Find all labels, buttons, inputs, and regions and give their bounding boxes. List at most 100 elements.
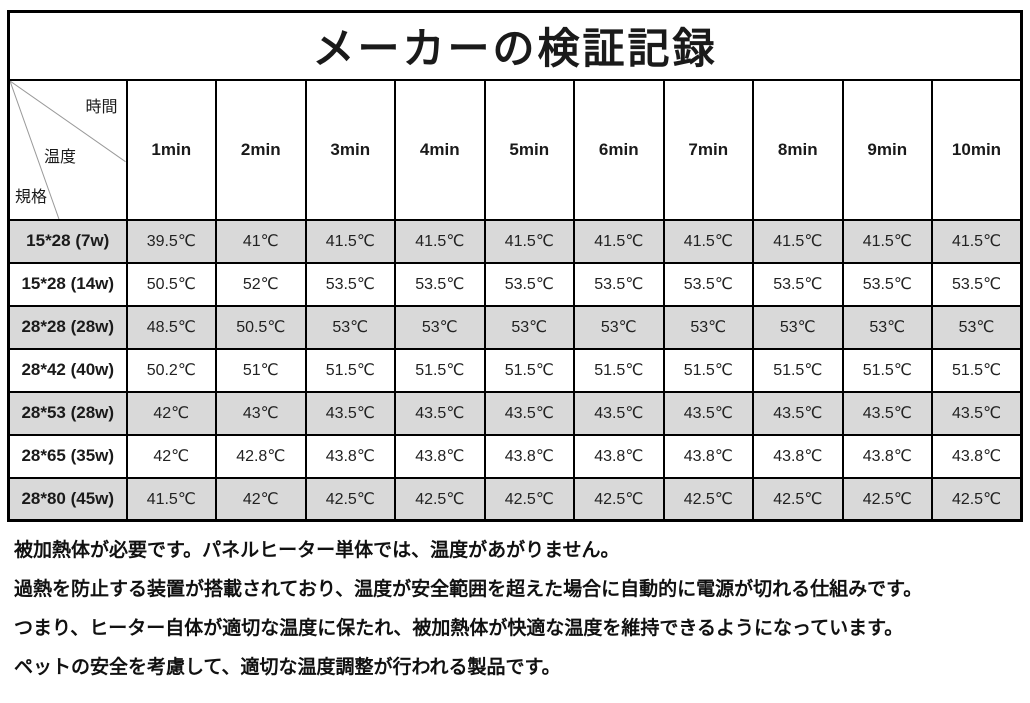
spec-label: 28*80 (45w)	[7, 476, 128, 522]
time-header: 2min	[215, 78, 307, 221]
temperature-cell: 42.5℃	[931, 476, 1023, 522]
temperature-cell: 41.5℃	[304, 218, 396, 264]
temperature-cell: 53.5℃	[394, 261, 486, 307]
time-header: 1min	[125, 78, 217, 221]
temperature-cell: 41.5℃	[483, 218, 575, 264]
temperature-cell: 50.2℃	[125, 347, 217, 393]
temperature-cell: 43.8℃	[752, 433, 844, 479]
temperature-cell: 41.5℃	[752, 218, 844, 264]
temperature-cell: 41.5℃	[662, 218, 754, 264]
temperature-cell: 51.5℃	[662, 347, 754, 393]
temperature-cell: 53.5℃	[304, 261, 396, 307]
note-line: ペットの安全を考慮して、適切な温度調整が行われる製品です。	[14, 657, 561, 678]
temperature-cell: 53℃	[304, 304, 396, 350]
temperature-cell: 42.5℃	[841, 476, 933, 522]
corner-label-temperature: 温度	[44, 148, 77, 166]
temperature-cell: 51.5℃	[394, 347, 486, 393]
temperature-cell: 42.5℃	[573, 476, 665, 522]
temperature-cell: 53℃	[931, 304, 1023, 350]
temperature-cell: 42.5℃	[483, 476, 575, 522]
temperature-cell: 42.5℃	[752, 476, 844, 522]
temperature-cell: 48.5℃	[125, 304, 217, 350]
temperature-cell: 43.8℃	[394, 433, 486, 479]
temperature-cell: 39.5℃	[125, 218, 217, 264]
temperature-cell: 53℃	[662, 304, 754, 350]
temperature-cell: 41.5℃	[394, 218, 486, 264]
temperature-cell: 51.5℃	[841, 347, 933, 393]
time-header: 9min	[841, 78, 933, 221]
table-row: 28*42 (40w) 50.2℃ 51℃ 51.5℃ 51.5℃ 51.5℃ 51.5℃ 5…	[7, 347, 1023, 393]
temperature-cell: 41℃	[215, 218, 307, 264]
temperature-cell: 51.5℃	[752, 347, 844, 393]
table-row: 28*28 (28w) 48.5℃ 50.5℃ 53℃ 53℃ 53℃ 53℃ 53℃ 53℃ 5…	[7, 304, 1023, 350]
temperature-cell: 42.5℃	[662, 476, 754, 522]
corner-label-spec: 規格	[15, 188, 48, 206]
table-row: 15*28 (14w) 50.5℃ 52℃ 53.5℃ 53.5℃ 53.5℃ 53.5℃ 5…	[7, 261, 1023, 307]
temperature-cell: 43.8℃	[573, 433, 665, 479]
temperature-cell: 53℃	[394, 304, 486, 350]
temperature-cell: 43.8℃	[841, 433, 933, 479]
temperature-cell: 41.5℃	[125, 476, 217, 522]
time-header: 4min	[394, 78, 486, 221]
temperature-cell: 43.5℃	[841, 390, 933, 436]
temperature-cell: 53℃	[573, 304, 665, 350]
temperature-cell: 43.5℃	[573, 390, 665, 436]
time-header: 5min	[483, 78, 575, 221]
temperature-cell: 42℃	[125, 433, 217, 479]
note-line: 過熱を防止する装置が搭載されており、温度が安全範囲を超えた場合に自動的に電源が切…	[14, 579, 923, 600]
note-line: つまり、ヒーター自体が適切な温度に保たれ、被加熱体が快適な温度を維持できるように…	[14, 618, 904, 639]
temperature-cell: 51.5℃	[573, 347, 665, 393]
temperature-cell: 43.8℃	[304, 433, 396, 479]
title-row: メーカーの検証記録	[7, 10, 1023, 81]
table-row: 15*28 (7w) 39.5℃ 41℃ 41.5℃ 41.5℃ 41.5℃ 41.5℃ 41…	[7, 218, 1023, 264]
temperature-cell: 53.5℃	[573, 261, 665, 307]
spec-label: 28*65 (35w)	[7, 433, 128, 479]
table-row: 28*65 (35w) 42℃ 42.8℃ 43.8℃ 43.8℃ 43.8℃ 43.8℃ 4…	[7, 433, 1023, 479]
temperature-cell: 51.5℃	[304, 347, 396, 393]
temperature-cell: 43.5℃	[752, 390, 844, 436]
temperature-cell: 53℃	[752, 304, 844, 350]
temperature-cell: 43.8℃	[483, 433, 575, 479]
time-header: 7min	[662, 78, 754, 221]
temperature-cell: 51.5℃	[931, 347, 1023, 393]
temperature-cell: 53.5℃	[483, 261, 575, 307]
temperature-cell: 41.5℃	[841, 218, 933, 264]
time-header: 6min	[573, 78, 665, 221]
spec-label: 28*28 (28w)	[7, 304, 128, 350]
temperature-cell: 43.8℃	[931, 433, 1023, 479]
spec-label: 15*28 (14w)	[7, 261, 128, 307]
spec-label: 28*42 (40w)	[7, 347, 128, 393]
temperature-cell: 53.5℃	[841, 261, 933, 307]
temperature-cell: 53℃	[483, 304, 575, 350]
note-line: 被加熱体が必要です。パネルヒーター単体では、温度があがりません。	[14, 540, 620, 561]
temperature-cell: 51℃	[215, 347, 307, 393]
table-row: 28*80 (45w) 41.5℃ 42℃ 42.5℃ 42.5℃ 42.5℃ 42.5℃ 4…	[7, 476, 1023, 522]
corner-header-cell: 時間 温度 規格	[7, 78, 128, 221]
temperature-cell: 43℃	[215, 390, 307, 436]
temperature-cell: 53.5℃	[931, 261, 1023, 307]
temperature-cell: 42℃	[215, 476, 307, 522]
temperature-cell: 43.5℃	[662, 390, 754, 436]
temperature-cell: 51.5℃	[483, 347, 575, 393]
diagonal-divider-lines	[10, 81, 126, 219]
temperature-cell: 42.5℃	[304, 476, 396, 522]
temperature-cell: 50.5℃	[215, 304, 307, 350]
temperature-cell: 41.5℃	[931, 218, 1023, 264]
time-header: 3min	[304, 78, 396, 221]
time-header: 10min	[931, 78, 1023, 221]
verification-table: メーカーの検証記録 時間 温度 規格 1min 2min 3min 4min 5min 6…	[7, 10, 1023, 522]
page-title: メーカーの検証記録	[7, 10, 1023, 81]
temperature-cell: 43.5℃	[931, 390, 1023, 436]
temperature-cell: 42.5℃	[394, 476, 486, 522]
temperature-cell: 42℃	[125, 390, 217, 436]
notes-section: 被加熱体が必要です。パネルヒーター単体では、温度があがりません。過熱を防止する装…	[14, 531, 1024, 687]
temperature-cell: 52℃	[215, 261, 307, 307]
temperature-cell: 53.5℃	[662, 261, 754, 307]
temperature-cell: 43.5℃	[394, 390, 486, 436]
spec-label: 15*28 (7w)	[7, 218, 128, 264]
temperature-cell: 42.8℃	[215, 433, 307, 479]
temperature-cell: 53℃	[841, 304, 933, 350]
temperature-cell: 43.5℃	[483, 390, 575, 436]
time-header: 8min	[752, 78, 844, 221]
